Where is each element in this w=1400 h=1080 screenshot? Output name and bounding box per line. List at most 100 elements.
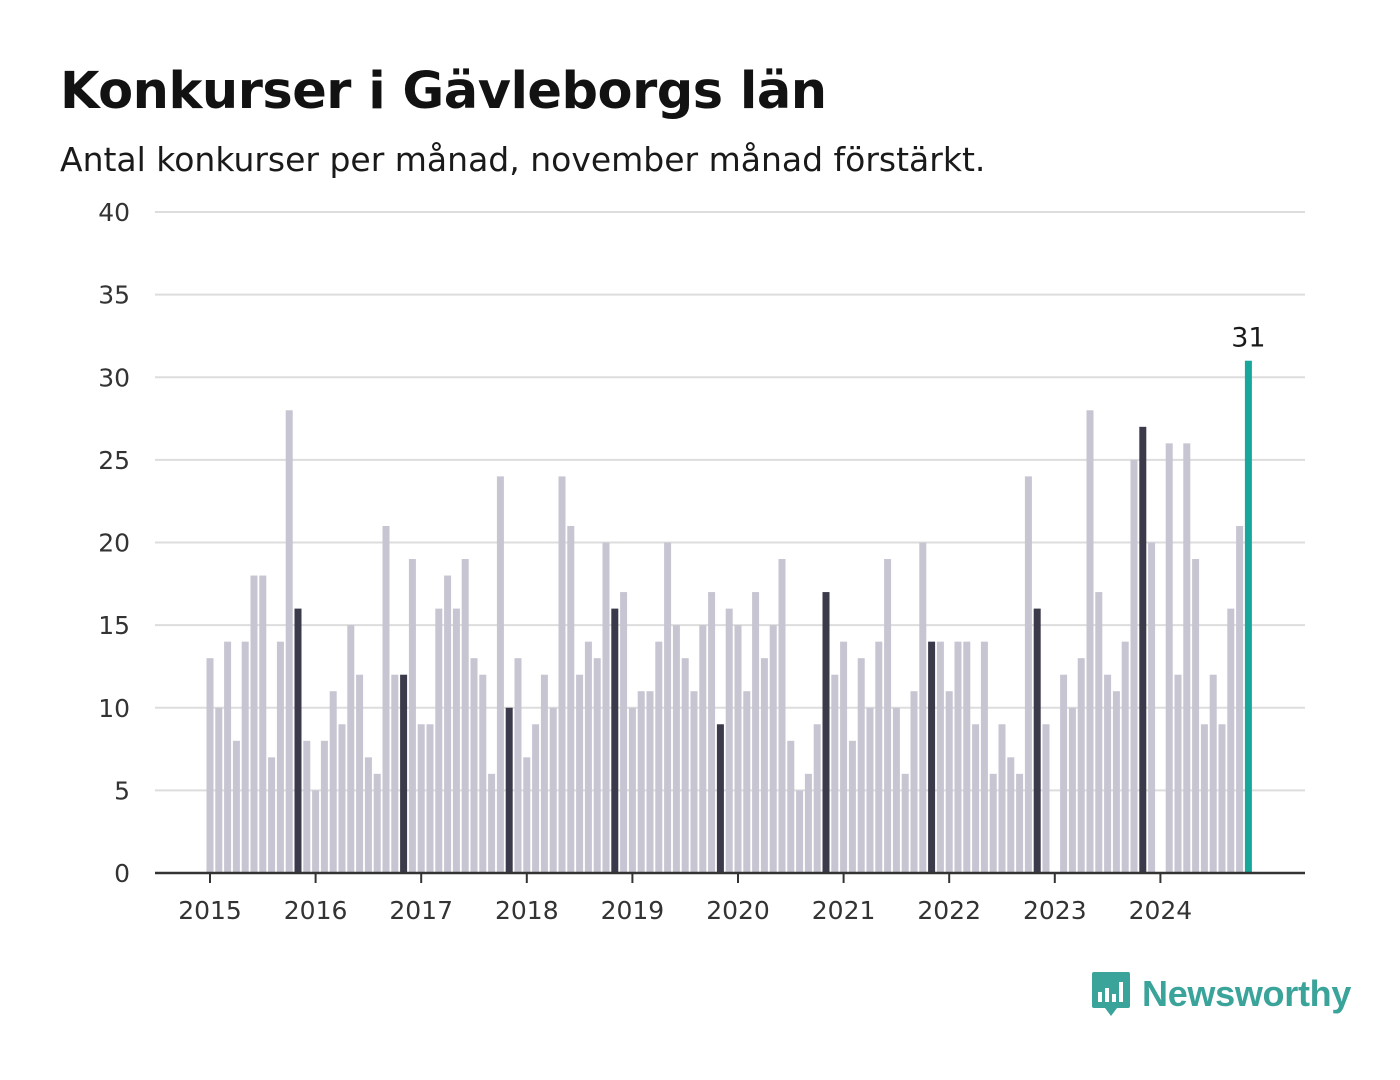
bar <box>690 691 698 873</box>
bar <box>664 542 672 873</box>
bar <box>206 658 214 873</box>
bar <box>1033 608 1041 873</box>
bar <box>567 525 575 873</box>
bar <box>602 542 610 873</box>
bar <box>1121 641 1129 873</box>
bar <box>857 658 865 873</box>
bar <box>743 691 751 873</box>
bar <box>919 542 927 873</box>
chart-subtitle: Antal konkurser per månad, november måna… <box>60 140 986 179</box>
x-tick-label: 2018 <box>495 896 559 925</box>
bar <box>294 608 302 873</box>
bar <box>444 575 452 873</box>
y-tick-label: 25 <box>98 446 130 475</box>
bar <box>1209 674 1217 873</box>
bar <box>1042 724 1050 873</box>
bar <box>954 641 962 873</box>
y-tick-label: 15 <box>98 611 130 640</box>
bar <box>813 724 821 873</box>
bar <box>488 773 496 873</box>
bar <box>1218 724 1226 873</box>
bar <box>1060 674 1068 873</box>
bar <box>681 658 689 873</box>
bar <box>620 592 628 873</box>
bar <box>734 625 742 873</box>
bar <box>417 724 425 873</box>
x-tick-label: 2015 <box>178 896 242 925</box>
x-tick-label: 2016 <box>284 896 348 925</box>
bars <box>155 360 1305 875</box>
y-axis-ticks: 0 5 10 15 20 25 30 35 40 <box>98 198 130 888</box>
bar <box>901 773 909 873</box>
bar <box>1104 674 1112 873</box>
bar <box>1174 674 1182 873</box>
x-tick-label: 2017 <box>389 896 453 925</box>
bar <box>549 707 557 873</box>
bar <box>532 724 540 873</box>
bar <box>672 625 680 873</box>
y-tick-label: 10 <box>98 694 130 723</box>
y-tick-label: 0 <box>114 859 130 888</box>
x-tick-label: 2021 <box>812 896 876 925</box>
bar <box>268 757 276 873</box>
bar <box>514 658 522 873</box>
bar <box>408 559 416 873</box>
bar <box>1165 443 1173 873</box>
bar <box>426 724 434 873</box>
x-tick-label: 2024 <box>1129 896 1193 925</box>
bar <box>936 641 944 873</box>
bar <box>804 773 812 873</box>
bar <box>338 724 346 873</box>
bar <box>347 625 355 873</box>
bar <box>320 740 328 873</box>
bar <box>400 674 408 873</box>
bar <box>241 641 249 873</box>
y-tick-label: 40 <box>98 198 130 227</box>
bar <box>276 641 284 873</box>
bar <box>989 773 997 873</box>
bar <box>285 410 293 873</box>
bar <box>611 608 619 873</box>
bar <box>708 592 716 873</box>
bar <box>593 658 601 873</box>
y-tick-label: 30 <box>98 363 130 392</box>
bar <box>963 641 971 873</box>
bar <box>373 773 381 873</box>
bar <box>1024 476 1032 873</box>
bar <box>496 476 504 873</box>
bar <box>215 707 223 873</box>
bar <box>796 790 804 873</box>
x-tick-label: 2019 <box>601 896 665 925</box>
bar <box>329 691 337 873</box>
bar <box>1007 757 1015 873</box>
bar <box>998 724 1006 873</box>
bar <box>523 757 531 873</box>
bar <box>655 641 663 873</box>
bar <box>1095 592 1103 873</box>
bar <box>646 691 654 873</box>
bar <box>224 641 232 873</box>
bar <box>892 707 900 873</box>
bar <box>831 674 839 873</box>
bar <box>479 674 487 873</box>
bar <box>364 757 372 873</box>
bar <box>699 625 707 873</box>
bar <box>910 691 918 873</box>
x-axis-ticks: 2015 2016 2017 2018 2019 2020 2021 2022 2023 2024 <box>178 873 1192 925</box>
bar <box>848 740 856 873</box>
y-tick-label: 20 <box>98 529 130 558</box>
y-tick-label: 5 <box>114 776 130 805</box>
bar <box>1077 658 1085 873</box>
bar <box>356 674 364 873</box>
x-tick-label: 2022 <box>917 896 981 925</box>
bar <box>1192 559 1200 873</box>
bar <box>558 476 566 873</box>
bar <box>505 707 513 873</box>
bar <box>250 575 258 873</box>
bar <box>716 724 724 873</box>
bar <box>1016 773 1024 873</box>
bar <box>540 674 548 873</box>
bar <box>884 559 892 873</box>
bar <box>972 724 980 873</box>
bar <box>752 592 760 873</box>
